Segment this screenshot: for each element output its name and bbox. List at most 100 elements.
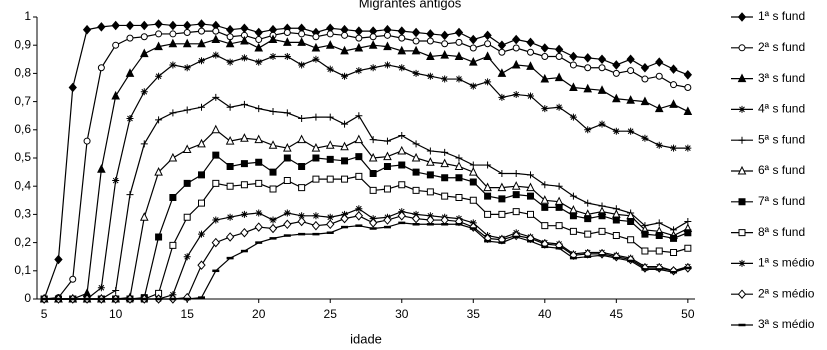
line-marker — [541, 203, 549, 211]
line-marker — [226, 103, 234, 111]
line-marker — [469, 34, 478, 45]
legend-marker — [737, 289, 747, 299]
line-marker — [355, 205, 363, 213]
line-marker — [197, 138, 206, 148]
line-marker — [540, 73, 550, 83]
line-marker — [212, 151, 220, 159]
y-tick-label: 0,9 — [14, 37, 31, 51]
line-marker — [283, 219, 292, 230]
line-marker — [355, 153, 363, 161]
line-marker — [397, 26, 406, 36]
line-marker — [240, 31, 248, 39]
line-marker — [469, 82, 477, 90]
legend-marker — [738, 136, 746, 144]
line-marker — [683, 106, 693, 115]
line-marker — [240, 54, 248, 62]
line-marker — [140, 20, 149, 31]
x-tick-label: 40 — [538, 307, 552, 321]
line-marker — [83, 137, 91, 145]
line-marker — [268, 34, 278, 44]
line-marker — [555, 222, 563, 230]
x-tick-label: 30 — [395, 307, 409, 321]
line-marker — [598, 227, 606, 235]
line-marker — [584, 199, 592, 207]
line-marker — [312, 113, 320, 121]
line-marker — [225, 24, 235, 35]
line-marker — [125, 20, 135, 31]
line-marker — [569, 227, 577, 235]
line-marker — [312, 55, 320, 63]
y-tick-label: 0,8 — [14, 66, 31, 80]
line-marker — [527, 92, 534, 100]
line-marker — [212, 216, 220, 224]
line-marker — [326, 30, 334, 38]
line-marker — [511, 181, 521, 190]
line-marker — [469, 178, 477, 186]
line-marker — [541, 222, 549, 230]
line-marker — [584, 64, 592, 72]
line-marker — [112, 41, 120, 49]
line-marker — [612, 232, 620, 240]
line-marker — [411, 213, 421, 224]
line-marker — [426, 29, 435, 39]
series-line — [44, 54, 688, 300]
line-marker — [255, 158, 263, 166]
line-marker — [455, 154, 463, 162]
line-marker — [255, 58, 263, 66]
line-marker — [627, 236, 635, 244]
line-marker — [183, 179, 191, 187]
x-axis-label: idade — [350, 331, 382, 346]
line-marker — [198, 57, 205, 65]
line-marker — [326, 213, 334, 221]
line-marker — [355, 34, 363, 42]
line-marker — [412, 186, 420, 194]
line-marker — [454, 27, 464, 38]
line-marker — [627, 127, 635, 135]
line-marker — [670, 248, 678, 256]
line-marker — [126, 115, 134, 123]
series-line — [44, 215, 688, 300]
line-marker — [355, 112, 363, 120]
legend-label: 8ª s fund — [758, 225, 805, 239]
line-marker — [569, 113, 577, 121]
line-marker — [383, 137, 391, 145]
line-marker — [341, 157, 349, 165]
legend-marker — [738, 44, 746, 52]
line-marker — [283, 154, 291, 162]
series-line — [44, 30, 688, 300]
line-marker — [311, 220, 321, 231]
line-marker — [283, 143, 292, 152]
line-marker — [398, 161, 406, 169]
line-marker — [341, 175, 349, 183]
line-marker — [368, 40, 378, 49]
line-marker — [311, 42, 321, 52]
y-tick-label: 0,3 — [14, 207, 31, 221]
line-marker — [383, 215, 392, 225]
line-marker — [641, 247, 649, 255]
line-marker — [325, 140, 335, 149]
line-marker — [125, 68, 135, 77]
line-marker — [655, 247, 663, 255]
line-marker — [255, 36, 263, 43]
legend-label: 3ª s médio — [758, 317, 815, 331]
line-marker — [212, 93, 220, 101]
line-marker — [441, 75, 449, 83]
y-tick-label: 0 — [24, 291, 31, 305]
line-marker — [612, 69, 620, 77]
y-tick-label: 0,4 — [14, 178, 31, 192]
y-tick-label: 0,7 — [14, 94, 31, 108]
line-marker — [454, 51, 464, 60]
line-marker — [312, 175, 320, 183]
line-marker — [683, 70, 693, 80]
line-marker — [484, 78, 492, 86]
line-marker — [240, 133, 249, 142]
line-marker — [541, 105, 549, 113]
line-marker — [640, 63, 650, 73]
line-marker — [169, 30, 177, 38]
line-marker — [484, 210, 492, 218]
line-marker — [312, 33, 320, 41]
line-marker — [111, 90, 120, 100]
line-marker — [269, 107, 277, 115]
legend-marker — [738, 229, 746, 237]
line-marker — [226, 213, 234, 221]
